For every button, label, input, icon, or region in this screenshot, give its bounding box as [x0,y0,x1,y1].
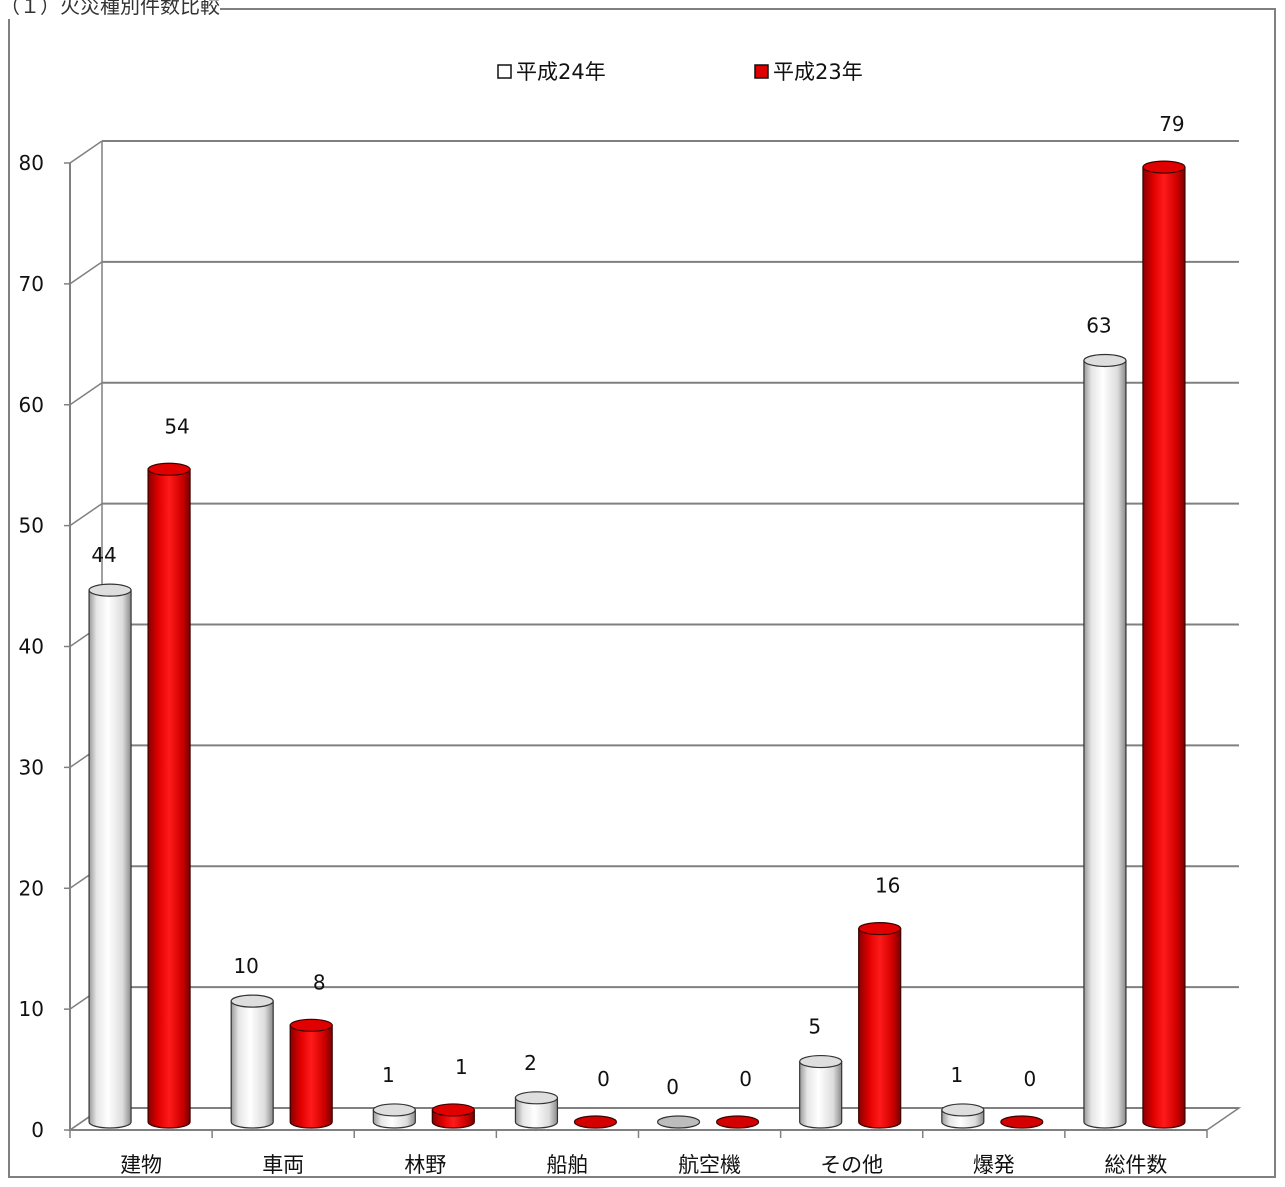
bar-body [1142,166,1186,1129]
x-tick-label: 船舶 [546,1153,588,1177]
bar-top [799,1054,843,1069]
bar-top [941,1103,985,1117]
chart-frame [8,8,1276,1178]
y-tick-label: 50 [19,514,44,538]
x-tick-label: 建物 [120,1153,162,1177]
y-tick-label: 60 [19,393,44,417]
data-label: 1 [950,1063,963,1087]
bar [858,921,902,1129]
data-label: 0 [597,1067,610,1091]
bar-top [1000,1115,1044,1129]
bar [656,1115,701,1129]
chart-caption: （１）火災種別件数比較 [0,0,220,19]
bar-top [230,994,274,1008]
gridline-depth [69,140,103,164]
bar-top [147,462,191,476]
bar [573,1115,618,1129]
gridline-depth [69,382,103,406]
bar [799,1054,843,1129]
data-label: 5 [808,1015,821,1039]
bar-top [431,1103,475,1117]
x-tick-label: 航空機 [678,1153,741,1177]
bar-top [858,921,902,936]
y-tick-label: 30 [19,755,44,779]
gridlines [69,140,1239,1131]
legend-swatch [754,64,769,79]
legend: 平成24年 平成23年 [497,60,863,84]
legend-item: 平成24年 [497,60,606,84]
data-label: 0 [666,1075,679,1099]
bar [1142,160,1186,1129]
data-label: 0 [1023,1067,1036,1091]
bar-body [88,589,132,1129]
bar-top [372,1103,416,1117]
bar-top [1083,353,1127,368]
bar [1083,353,1127,1129]
x-tick-label: 爆発 [973,1153,1015,1177]
legend-label: 平成24年 [516,60,606,84]
bar-top [88,583,132,597]
data-label: 1 [382,1063,395,1087]
data-label: 1 [455,1055,468,1079]
bar [372,1103,416,1129]
data-label: 0 [739,1067,752,1091]
data-label: 79 [1159,112,1184,136]
y-tick-label: 0 [31,1118,44,1142]
bar-top [573,1115,618,1129]
bar-top [289,1018,333,1032]
bar-body [514,1097,559,1129]
x-tick-label: 車両 [262,1153,304,1177]
bar-body [858,928,902,1129]
bar-top [656,1115,701,1129]
data-label: 54 [164,414,189,438]
bar [88,583,132,1129]
bar [289,1018,333,1129]
bar [941,1103,985,1129]
bar-body [289,1024,333,1129]
bar-body [230,1000,274,1129]
y-tick-label: 80 [19,151,44,175]
bar-body [799,1060,843,1129]
data-label: 63 [1086,313,1111,337]
y-tick-label: 20 [19,876,44,900]
bar [431,1103,475,1129]
bar [230,994,274,1129]
gridline-depth [69,261,103,285]
bar-body [147,468,191,1129]
data-label: 2 [524,1051,537,1075]
data-label: 16 [875,874,900,898]
bar-top [715,1115,760,1129]
bar [1000,1115,1044,1129]
bar [514,1091,559,1129]
data-label: 44 [91,543,116,567]
bar-body [1083,359,1127,1129]
legend-swatch [497,64,512,79]
legend-item: 平成23年 [754,60,863,84]
gridline-depth [69,503,103,527]
legend-label: 平成23年 [773,60,863,84]
bar-top [514,1091,559,1105]
x-tick-label: その他 [820,1153,883,1177]
bar-top [1142,160,1186,174]
y-tick-label: 70 [19,272,44,296]
y-tick-label: 40 [19,635,44,659]
x-tick-label: 林野 [404,1153,446,1177]
bar [715,1115,760,1129]
bar [147,462,191,1129]
y-tick-label: 10 [19,997,44,1021]
data-label: 8 [313,970,326,994]
bars [88,160,1186,1129]
x-tick-label: 総件数 [1104,1153,1167,1177]
data-label: 10 [233,954,258,978]
